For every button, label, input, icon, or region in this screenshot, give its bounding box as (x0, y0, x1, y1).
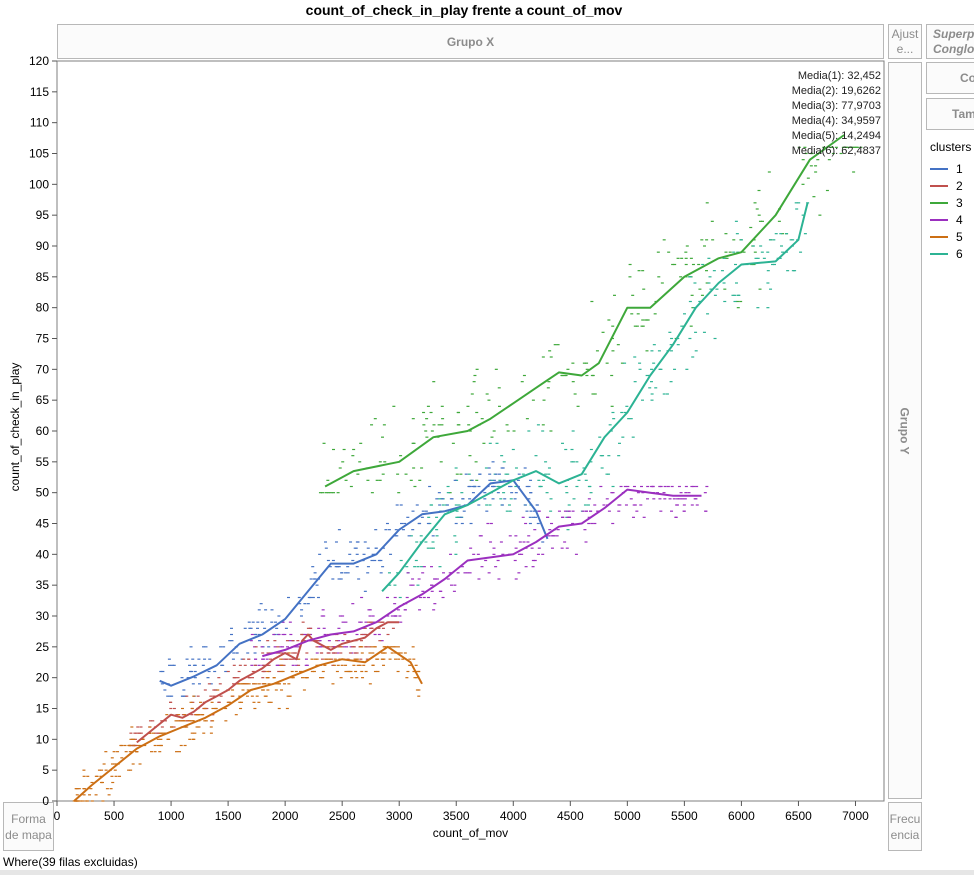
legend-swatch (930, 167, 948, 170)
y-tick-label: 65 (36, 393, 50, 407)
bottom-scrollbar[interactable] (0, 870, 974, 875)
x-axis-label: count_of_mov (432, 826, 509, 840)
y-tick-label: 15 (36, 702, 50, 716)
x-tick-label: 3000 (386, 809, 413, 823)
ajuste-button[interactable]: Ajust e... (888, 24, 922, 59)
x-tick-label: 500 (104, 809, 124, 823)
y-tick-label: 5 (42, 763, 49, 777)
legend-swatch (930, 235, 948, 238)
y-tick-label: 75 (36, 332, 50, 346)
smoother-line-cluster-4 (262, 488, 702, 658)
mean-annotation: Media(6): 62,4837 (792, 145, 881, 157)
x-tick-label: 1500 (215, 809, 242, 823)
y-tick-label: 110 (30, 116, 49, 130)
y-tick-label: 45 (36, 517, 50, 531)
x-tick-label: 3500 (443, 809, 470, 823)
smoother-line-cluster-1 (159, 479, 549, 687)
legend-swatch (930, 201, 948, 204)
x-tick-label: 4000 (500, 809, 527, 823)
legend-item-cluster-5[interactable]: 5 (930, 228, 971, 245)
mean-annotation: Media(2): 19,6262 (792, 85, 881, 97)
x-tick-label: 5500 (671, 809, 698, 823)
legend-label: 1 (956, 161, 963, 176)
mean-annotation: Media(5): 14,2494 (792, 130, 881, 142)
frecuencia-zone[interactable]: Frecu encia (888, 802, 922, 851)
legend-swatch (930, 252, 948, 255)
superponer-zone[interactable]: Superpo Conglo (926, 24, 974, 59)
legend-title: clusters (930, 140, 972, 154)
smoother-line-cluster-6 (381, 202, 809, 592)
where-status: Where(39 filas excluidas) (3, 855, 138, 869)
mean-annotation: Media(3): 77,9703 (792, 100, 881, 112)
x-tick-label: 5000 (614, 809, 641, 823)
x-tick-label: 0 (54, 809, 61, 823)
y-tick-label: 0 (42, 794, 49, 808)
y-tick-label: 10 (36, 732, 50, 746)
y-tick-label: 35 (36, 578, 50, 592)
y-tick-label: 50 (36, 486, 50, 500)
legend-label: 6 (956, 246, 963, 261)
y-tick-label: 20 (36, 671, 50, 685)
y-tick-label: 105 (29, 147, 49, 161)
legend-item-cluster-2[interactable]: 2 (930, 177, 971, 194)
x-tick-label: 7000 (842, 809, 869, 823)
tamano-zone[interactable]: Tam (926, 98, 974, 130)
legend-item-cluster-6[interactable]: 6 (930, 245, 971, 262)
y-tick-label: 90 (36, 239, 50, 253)
y-tick-label: 115 (30, 85, 49, 99)
smoother-line-cluster-3 (324, 134, 845, 488)
y-tick-label: 25 (36, 640, 50, 654)
legend-label: 4 (956, 212, 963, 227)
y-tick-label: 60 (36, 424, 50, 438)
legend-swatch (930, 218, 948, 221)
legend-label: 3 (956, 195, 963, 210)
legend-label: 2 (956, 178, 963, 193)
color-zone[interactable]: Co (926, 62, 974, 94)
x-tick-label: 1000 (158, 809, 185, 823)
y-tick-label: 100 (29, 177, 49, 191)
legend-label: 5 (956, 229, 963, 244)
forma-de-mapa-zone[interactable]: Forma de mapa (3, 802, 54, 851)
y-tick-label: 85 (36, 270, 50, 284)
group-y-drop-zone[interactable]: Grupo Y (888, 62, 922, 799)
y-tick-label: 40 (36, 547, 50, 561)
y-tick-label: 120 (29, 54, 49, 68)
mean-annotation: Media(1): 32,452 (798, 70, 881, 82)
y-tick-label: 80 (36, 301, 50, 315)
smoother-line-cluster-5 (73, 645, 423, 802)
x-tick-label: 4500 (557, 809, 584, 823)
smoother-line-cluster-2 (136, 621, 400, 744)
x-tick-label: 2500 (329, 809, 356, 823)
x-tick-label: 6500 (785, 809, 812, 823)
legend-item-cluster-4[interactable]: 4 (930, 211, 971, 228)
legend-item-cluster-1[interactable]: 1 (930, 160, 971, 177)
chart-title: count_of_check_in_play frente a count_of… (305, 2, 623, 18)
mean-annotation: Media(4): 34,9597 (792, 115, 881, 127)
y-tick-label: 70 (36, 362, 50, 376)
y-tick-label: 30 (36, 609, 50, 623)
x-tick-label: 2000 (272, 809, 299, 823)
legend-item-cluster-3[interactable]: 3 (930, 194, 971, 211)
legend-swatch (930, 184, 948, 187)
group-x-drop-zone[interactable]: Grupo X (57, 24, 884, 59)
legend: clusters 1 2 3 4 5 6 (930, 140, 971, 262)
x-tick-label: 6000 (728, 809, 755, 823)
y-tick-label: 95 (36, 208, 50, 222)
y-tick-label: 55 (36, 455, 50, 469)
